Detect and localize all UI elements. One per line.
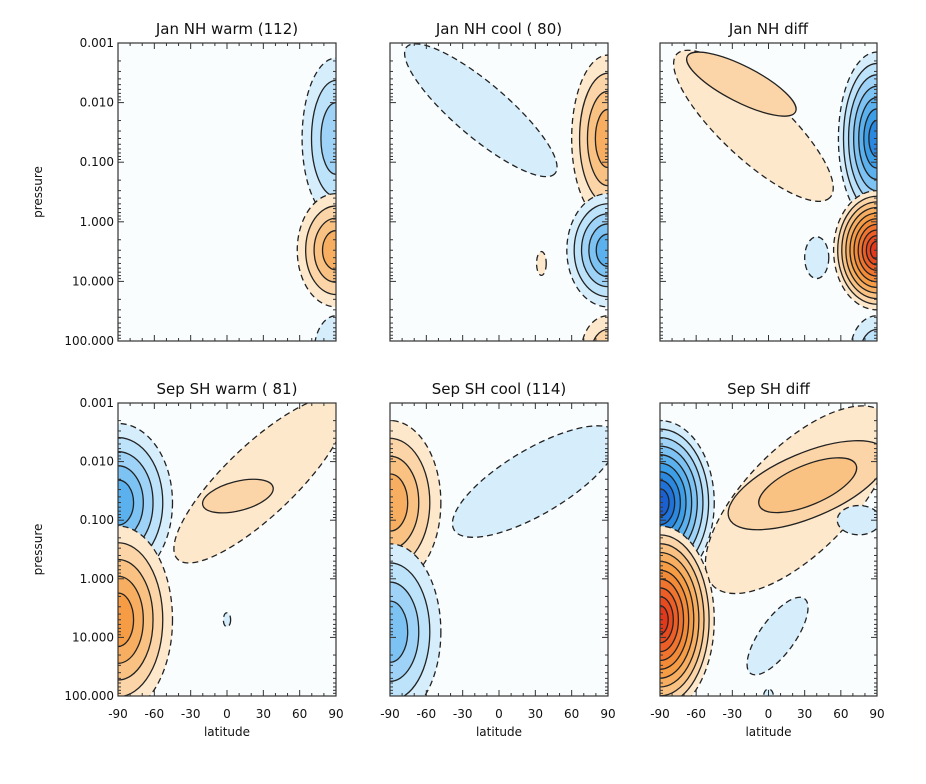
y-axis-label: pressure <box>31 166 45 218</box>
negative-contour <box>804 236 830 280</box>
x-tick-label: 30 <box>528 707 543 721</box>
negative-contour <box>314 315 336 341</box>
y-tick-label: 0.010 <box>80 455 114 469</box>
y-tick-label: 10.000 <box>72 630 114 644</box>
y-tick-label: 10.000 <box>72 274 114 288</box>
x-tick-label: 60 <box>833 707 848 721</box>
y-tick-label: 100.000 <box>64 334 114 348</box>
y-tick-label: 100.000 <box>64 689 114 703</box>
x-tick-label: -90 <box>108 707 128 721</box>
contours <box>403 43 608 341</box>
x-axis-label: latitude <box>204 725 250 739</box>
x-tick-label: 60 <box>292 707 307 721</box>
panel-title: Jan NH cool ( 80) <box>435 20 562 38</box>
panel-1: Jan NH cool ( 80) <box>389 20 609 342</box>
x-tick-label: 30 <box>256 707 271 721</box>
x-tick-label: -60 <box>145 707 165 721</box>
positive-contour <box>686 51 797 117</box>
y-tick-label: 1.000 <box>80 215 114 229</box>
panel-4: Sep SH cool (114) -90 -60 -30 0 30 60 90 latitud… <box>380 380 615 739</box>
panel-3: Sep SH warm ( 81) 0.001 0.010 0.100 1.000 10.… <box>31 380 344 739</box>
panel-title: Sep SH warm ( 81) <box>157 380 298 398</box>
panel-title: Jan NH diff <box>728 20 809 38</box>
x-tick-label: 60 <box>564 707 579 721</box>
panel-title: Sep SH cool (114) <box>432 380 566 398</box>
x-tick-label: -90 <box>650 707 670 721</box>
contours <box>660 405 877 696</box>
plot-background <box>118 43 336 341</box>
x-tick-label: -30 <box>453 707 473 721</box>
y-tick-label: 0.001 <box>80 396 114 410</box>
x-axis-label: latitude <box>476 725 522 739</box>
negative-contour <box>836 504 877 536</box>
x-axis-label: latitude <box>745 725 791 739</box>
negative-contour <box>222 612 232 628</box>
y-tick-label: 0.010 <box>80 96 114 110</box>
contours <box>390 419 608 696</box>
x-tick-label: 0 <box>223 707 231 721</box>
x-tick-label: -30 <box>723 707 743 721</box>
x-tick-label: -60 <box>417 707 437 721</box>
x-tick-label: -30 <box>181 707 201 721</box>
x-tick-label: 90 <box>328 707 343 721</box>
x-tick-label: 0 <box>765 707 773 721</box>
negative-contour <box>403 43 558 178</box>
x-tick-label: 90 <box>869 707 884 721</box>
panel-title: Jan NH warm (112) <box>155 20 298 38</box>
x-tick-label: 90 <box>600 707 615 721</box>
negative-contour <box>660 488 670 517</box>
y-axis-label: pressure <box>31 524 45 576</box>
negative-contour <box>861 328 877 341</box>
positive-contour <box>535 250 547 277</box>
x-tick-label: 0 <box>495 707 503 721</box>
panel-5: Sep SH diff -90 -60 -30 0 30 60 90 latitude <box>650 380 884 739</box>
y-tick-label: 0.100 <box>80 155 114 169</box>
x-tick-label: -60 <box>686 707 706 721</box>
panel-0: Jan NH warm (112) 0.001 0.010 0.100 1.000 10.… <box>31 20 337 348</box>
negative-contour <box>451 425 608 538</box>
negative-contour <box>595 233 608 268</box>
panel-title: Sep SH diff <box>727 380 810 398</box>
x-tick-label: 30 <box>797 707 812 721</box>
contours <box>296 57 336 341</box>
y-tick-label: 0.100 <box>80 513 114 527</box>
positive-contour <box>758 457 858 514</box>
y-tick-label: 0.001 <box>80 36 114 50</box>
contours <box>672 49 877 341</box>
y-tick-label: 1.000 <box>80 572 114 586</box>
contours <box>118 403 336 696</box>
x-tick-label: -90 <box>380 707 400 721</box>
positive-contour <box>201 478 274 514</box>
panel-2: Jan NH diff <box>659 20 878 342</box>
negative-contour <box>320 102 336 175</box>
negative-contour <box>746 596 809 676</box>
